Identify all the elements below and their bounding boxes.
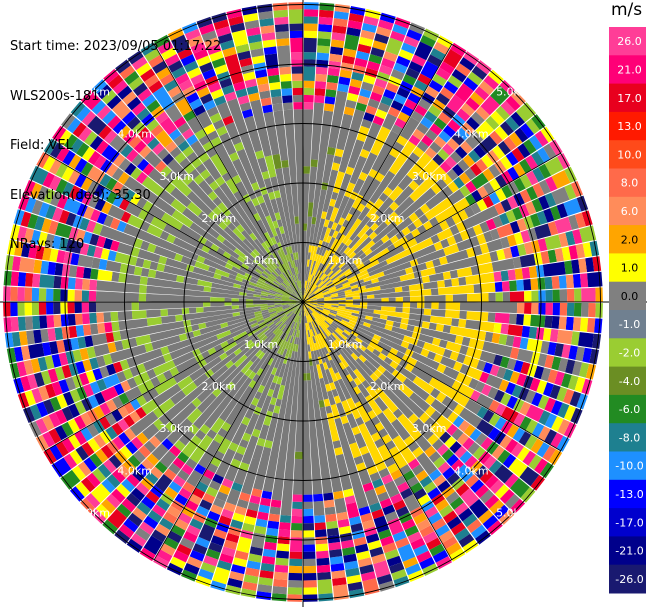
range-ring-label: 2.0km — [202, 380, 237, 393]
colorbar-segment — [609, 168, 646, 198]
colorbar-tick-label: 21.0 — [617, 63, 642, 76]
instrument-text: WLS200s-181 — [10, 88, 100, 104]
colorbar-segment — [609, 451, 646, 481]
velocity-gate-set — [245, 246, 303, 358]
colorbar-segment — [609, 366, 646, 396]
colorbar-tick-label: 13.0 — [617, 120, 642, 133]
colorbar-unit: m/s — [611, 0, 643, 20]
range-ring-label: 5.0km — [75, 506, 110, 519]
colorbar-segment — [609, 196, 646, 226]
colorbar-tick-label: 26.0 — [617, 35, 642, 48]
colorbar-segment — [609, 83, 646, 113]
colorbar-segment — [609, 253, 646, 283]
range-ring-label: 2.0km — [370, 380, 405, 393]
colorbar-tick-label: -26.0 — [615, 573, 643, 586]
colorbar-segment — [609, 140, 646, 169]
range-ring-label: 3.0km — [159, 422, 194, 435]
colorbar-tick-label: 0.0 — [621, 290, 639, 303]
range-ring-label: 4.0km — [454, 128, 489, 141]
colorbar-tick-label: 8.0 — [621, 177, 639, 190]
colorbar-tick-label: -6.0 — [619, 403, 640, 416]
nrays-text: NRays: 120 — [10, 237, 85, 252]
range-ring-label: 3.0km — [159, 170, 194, 183]
colorbar-tick-label: -8.0 — [619, 431, 640, 444]
colorbar-segment — [609, 394, 646, 424]
colorbar-tick-label: -21.0 — [615, 545, 643, 558]
colorbar-tick-label: -4.0 — [619, 375, 640, 388]
range-ring-label: 1.0km — [244, 254, 279, 267]
range-ring-label: 5.0km — [496, 506, 531, 519]
colorbar-segment — [609, 479, 646, 509]
range-ring-label: 1.0km — [328, 338, 363, 351]
range-ring-label: 1.0km — [328, 254, 363, 267]
colorbar-segment — [609, 111, 646, 141]
colorbar-segment — [609, 536, 646, 566]
colorbar-segment — [609, 310, 646, 339]
colorbar-segment — [609, 281, 646, 311]
colorbar-tick-label: -2.0 — [619, 346, 640, 359]
range-ring-label: 2.0km — [370, 212, 405, 225]
range-ring-label: 5.0km — [496, 86, 531, 99]
range-ring-label: 5.0km — [75, 86, 110, 99]
velocity-gate-set — [303, 125, 496, 476]
elevation-text: Elevation(deg): 35.30 — [10, 187, 151, 203]
colorbar-segment — [609, 508, 646, 537]
colorbar-segment — [609, 423, 646, 452]
colorbar-tick-label: 17.0 — [617, 92, 642, 105]
range-ring-label: 4.0km — [117, 128, 152, 141]
colorbar-segment — [609, 55, 646, 85]
colorbar-tick-label: 10.0 — [617, 148, 642, 161]
start-time-text: Start time: 2023/09/05 01:17:22 — [10, 39, 222, 54]
colorbar-tick-label: 6.0 — [621, 205, 639, 218]
range-ring-label: 3.0km — [412, 422, 447, 435]
colorbar-segment — [609, 564, 646, 594]
colorbar-tick-label: -13.0 — [615, 488, 643, 501]
range-ring-label: 4.0km — [454, 464, 489, 477]
colorbar-tick-label: -17.0 — [615, 516, 643, 529]
range-ring-label: 1.0km — [244, 338, 279, 351]
info-panel: Start time: 2023/09/05 01:17:22 WLS200s-… — [10, 6, 221, 270]
field-text: Field: VEL — [10, 138, 73, 153]
range-ring-label: 2.0km — [202, 212, 237, 225]
colorbar-tick-label: 2.0 — [621, 233, 639, 246]
colorbar-segment — [609, 225, 646, 254]
colorbar-tick-label: -1.0 — [619, 318, 640, 331]
colorbar-tick-label: 1.0 — [621, 262, 639, 275]
range-ring-label: 3.0km — [412, 170, 447, 183]
colorbar-segment — [609, 338, 646, 368]
range-ring-label: 4.0km — [117, 464, 152, 477]
colorbar-tick-label: -10.0 — [615, 460, 643, 473]
colorbar-segment — [609, 27, 646, 56]
